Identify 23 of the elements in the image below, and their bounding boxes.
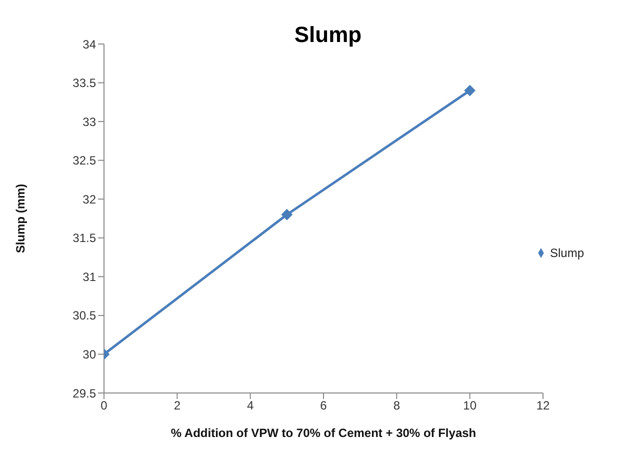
legend-label: Slump (550, 246, 584, 260)
x-tick-label: 2 (174, 398, 181, 413)
x-axis-title: % Addition of VPW to 70% of Cement + 30% of Flyash (170, 426, 476, 440)
x-tick-label: 12 (536, 398, 550, 413)
x-tick-label: 0 (100, 398, 108, 413)
y-tick-label: 33 (82, 114, 96, 129)
y-axis-title: Slump (mm) (13, 184, 28, 254)
y-tick-label: 31 (82, 270, 96, 284)
chart-title: Slump (294, 22, 362, 47)
y-tick-label: 29.5 (72, 386, 96, 400)
y-tick-label: 34 (82, 37, 96, 52)
y-tick-label: 33.5 (72, 76, 96, 90)
y-tick-label: 32 (82, 192, 96, 206)
y-tick-label: 30 (82, 347, 96, 362)
y-tick-label: 31.5 (72, 231, 96, 246)
x-tick-label: 8 (393, 398, 400, 413)
point (464, 85, 476, 96)
y-tick-label: 32.5 (72, 154, 96, 168)
x-tick-label: 10 (463, 398, 477, 413)
x-tick-label: 4 (246, 398, 254, 413)
y-tick-label: 30.5 (72, 308, 96, 323)
point (281, 209, 292, 220)
x-tick-label: 6 (320, 398, 328, 413)
